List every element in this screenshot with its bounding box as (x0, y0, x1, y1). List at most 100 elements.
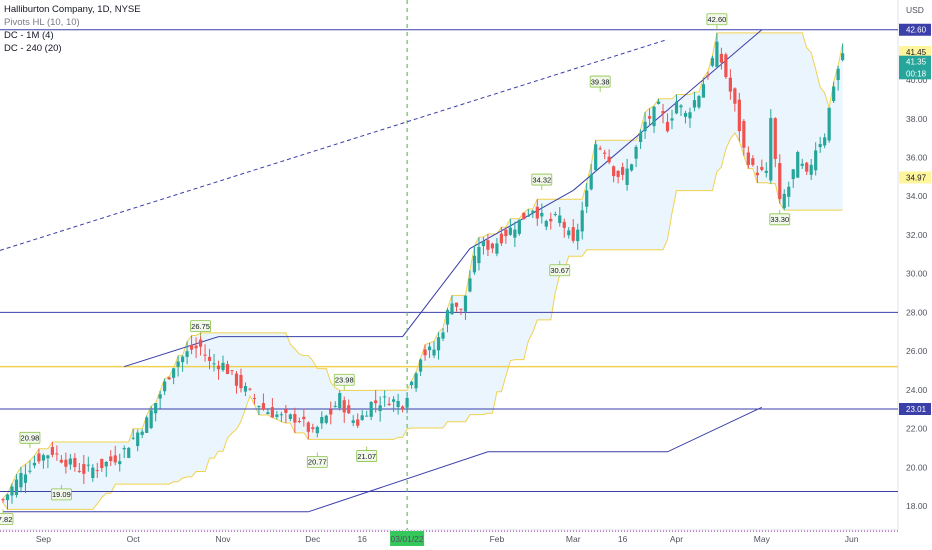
candle-body (432, 349, 436, 356)
time-axis-tick: Jun (845, 534, 859, 544)
candle-body (5, 494, 10, 501)
candle-body (275, 414, 279, 417)
pivot-label-box (19, 431, 41, 444)
candle-body (418, 359, 423, 372)
pivot-low-line (3, 406, 763, 513)
candle-body (167, 377, 171, 380)
date-marker-badge (390, 531, 425, 546)
candle-body (347, 405, 351, 414)
candle-body (284, 409, 288, 413)
candle-body (37, 453, 41, 462)
candle-body (176, 361, 180, 367)
candle-body (59, 459, 63, 463)
candle-body (324, 415, 328, 423)
indicator-dc-1m[interactable]: DC - 1M (4) (4, 30, 54, 41)
candle-body (652, 106, 656, 127)
time-axis-tick: Mar (566, 534, 581, 544)
time-axis-tick: May (754, 534, 771, 544)
candle-body (189, 344, 194, 350)
candle-body (553, 214, 557, 216)
candle-body (459, 308, 463, 310)
dashed-trend-line (0, 38, 668, 251)
candle-body (243, 386, 248, 392)
pivot-label-box (531, 173, 553, 186)
candle-body (423, 349, 427, 356)
candle-body (109, 456, 113, 462)
candle-body (136, 432, 140, 447)
candle-body (796, 152, 800, 178)
candle-body (773, 118, 777, 160)
candle-body (378, 405, 382, 412)
pivot-label-box (589, 75, 611, 88)
time-axis-tick: 03/01/22 (391, 534, 424, 544)
price-axis-tick: 18.00 (906, 501, 928, 511)
candle-body (342, 400, 346, 413)
candle-body (562, 221, 566, 228)
candle-body (580, 210, 584, 232)
indicator-pivots[interactable]: Pivots HL (10, 10) (4, 17, 80, 28)
candle-body (225, 364, 230, 374)
time-axis-tick: Feb (490, 534, 505, 544)
pivot-label: 33.30 (770, 215, 789, 224)
candle-body (392, 399, 396, 402)
candle-body (365, 415, 369, 417)
price-axis-tick: 34.00 (906, 191, 928, 201)
pivot-label-box (333, 373, 355, 386)
candle-body (800, 163, 804, 166)
candle-body (621, 167, 625, 175)
candle-body (589, 174, 593, 190)
candle-body (369, 402, 373, 417)
candle-body (320, 417, 324, 424)
candle-body (216, 365, 221, 370)
candle-body (194, 345, 198, 349)
candle-body (814, 150, 818, 171)
indicator-dc-240[interactable]: DC - 240 (20) (4, 43, 62, 54)
candle-body (73, 457, 77, 468)
candle-body (585, 190, 589, 207)
candle-body (567, 230, 571, 236)
time-axis-tick: 16 (357, 534, 367, 544)
pivot-label: 20.77 (308, 458, 327, 467)
candle-body (50, 447, 54, 455)
pivot-label: 34.32 (532, 175, 551, 184)
price-axis-tick: 20.00 (906, 462, 928, 472)
candle-body (576, 229, 580, 242)
candle-body (230, 370, 234, 372)
candle-body (508, 227, 512, 235)
candle-body (728, 77, 732, 92)
candle-body (387, 403, 391, 406)
candle-body (360, 415, 364, 420)
candle-body (571, 227, 575, 241)
candle-body (697, 96, 701, 108)
candle-body (113, 455, 117, 463)
candle-body (82, 464, 86, 474)
time-axis-tick: Sep (36, 534, 51, 544)
candle-body (86, 464, 90, 466)
pivot-label-box (306, 455, 328, 468)
candle-body (787, 186, 791, 197)
price-tag-label: 41.35 (906, 58, 927, 67)
candle-body (279, 414, 283, 416)
candle-body (329, 409, 333, 415)
candle-body (1, 499, 5, 501)
candle-body (306, 422, 310, 432)
time-axis-tick: Dec (305, 534, 321, 544)
candle-body (495, 243, 499, 254)
candle-body (638, 133, 643, 143)
candle-body (724, 54, 728, 78)
price-axis-tick: 24.00 (906, 385, 928, 395)
candle-body (517, 219, 521, 234)
candle-body (140, 431, 144, 435)
candle-body (450, 303, 454, 315)
pivot-label: 21.07 (357, 452, 376, 461)
candle-body (778, 163, 782, 200)
pivot-label: 19.09 (52, 490, 71, 499)
pivot-label: 20.98 (21, 434, 40, 443)
candle-body (594, 144, 598, 171)
candle-body (454, 302, 459, 307)
candle-body (504, 229, 508, 237)
candle-body (558, 215, 562, 224)
candle-body (32, 462, 37, 466)
candle-body (477, 246, 481, 264)
candle-body (805, 162, 809, 172)
